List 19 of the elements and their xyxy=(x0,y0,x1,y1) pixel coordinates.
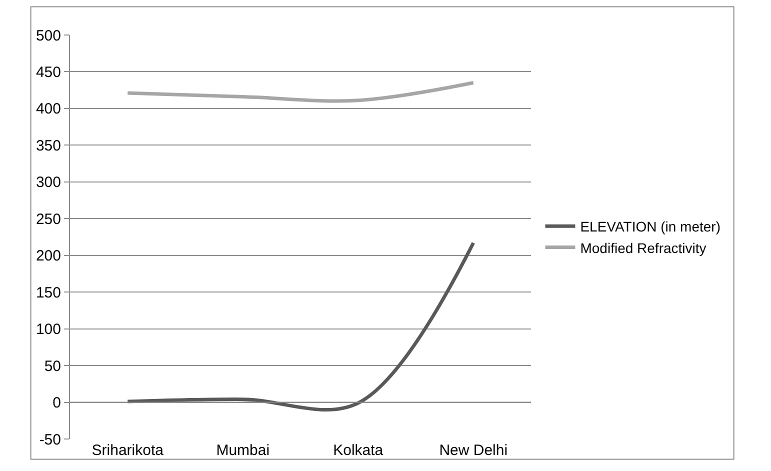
y-tick-label: 50 xyxy=(44,358,61,375)
x-tick-label: Kolkata xyxy=(333,442,384,459)
legend-label: Modified Refractivity xyxy=(580,240,706,256)
x-tick-label: Sriharikota xyxy=(92,442,164,459)
y-tick-label: -50 xyxy=(39,431,61,448)
y-tick-label: 200 xyxy=(36,248,61,265)
y-tick-label: 300 xyxy=(36,174,61,192)
y-tick-label: 0 xyxy=(52,394,61,412)
y-tick-label: 350 xyxy=(36,137,61,154)
line-series xyxy=(126,81,476,103)
legend-label: ELEVATION (in meter) xyxy=(580,218,721,235)
y-tick-label: 500 xyxy=(36,27,61,44)
x-tick-label: New Delhi xyxy=(439,442,508,459)
y-tick-label: 100 xyxy=(36,321,61,338)
y-tick-label: 400 xyxy=(36,100,61,118)
x-tick-label: Mumbai xyxy=(216,442,270,459)
y-tick-label: 150 xyxy=(36,284,61,302)
y-tick-label: 250 xyxy=(36,210,61,228)
y-tick-label: 450 xyxy=(36,64,61,81)
